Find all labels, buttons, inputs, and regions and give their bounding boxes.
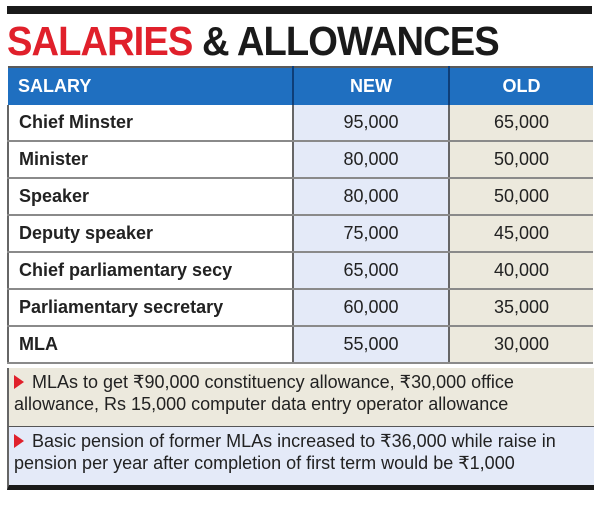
table-row: Chief Minster 95,000 65,000 xyxy=(7,105,593,142)
old-salary-cell: 65,000 xyxy=(449,105,593,142)
page-title: SALARIES & ALLOWANCES xyxy=(7,18,500,65)
note-pension: Basic pension of former MLAs increased t… xyxy=(7,427,594,490)
old-salary-cell: 50,000 xyxy=(449,178,593,216)
new-salary-cell: 80,000 xyxy=(293,178,450,216)
header-old: OLD xyxy=(449,66,593,105)
title-red: SALARIES xyxy=(7,18,193,64)
table-row: Minister 80,000 50,000 xyxy=(7,141,593,179)
table-header: SALARY NEW OLD xyxy=(8,66,593,105)
old-salary-cell: 50,000 xyxy=(449,141,593,179)
table-row: Speaker 80,000 50,000 xyxy=(7,178,593,216)
old-salary-cell: 45,000 xyxy=(449,215,593,253)
salary-table: SALARY NEW OLD Chief Minster 95,000 65,000… xyxy=(7,66,593,364)
note-text: Basic pension of former MLAs increased t… xyxy=(14,431,556,473)
old-salary-cell: 40,000 xyxy=(449,252,593,290)
top-rule xyxy=(7,6,592,14)
post-cell: MLA xyxy=(7,326,294,364)
new-salary-cell: 65,000 xyxy=(293,252,450,290)
table-row: Deputy speaker 75,000 45,000 xyxy=(7,215,593,253)
post-cell: Parliamentary secretary xyxy=(7,289,294,327)
new-salary-cell: 55,000 xyxy=(293,326,450,364)
post-cell: Chief Minster xyxy=(7,105,294,142)
old-salary-cell: 30,000 xyxy=(449,326,593,364)
note-allowances: MLAs to get ₹90,000 constituency allowan… xyxy=(7,368,594,429)
title-black: & ALLOWANCES xyxy=(202,18,500,64)
post-cell: Chief parliamentary secy xyxy=(7,252,294,290)
header-salary: SALARY xyxy=(8,66,294,105)
table-row: Parliamentary secretary 60,000 35,000 xyxy=(7,289,593,327)
post-cell: Speaker xyxy=(7,178,294,216)
note-text: MLAs to get ₹90,000 constituency allowan… xyxy=(14,372,514,414)
red-triangle-icon xyxy=(14,375,24,389)
red-triangle-icon xyxy=(14,434,24,448)
table-row: Chief parliamentary secy 65,000 40,000 xyxy=(7,252,593,290)
post-cell: Deputy speaker xyxy=(7,215,294,253)
new-salary-cell: 60,000 xyxy=(293,289,450,327)
post-cell: Minister xyxy=(7,141,294,179)
header-new: NEW xyxy=(293,66,450,105)
new-salary-cell: 80,000 xyxy=(293,141,450,179)
new-salary-cell: 75,000 xyxy=(293,215,450,253)
table-row: MLA 55,000 30,000 xyxy=(7,326,593,364)
new-salary-cell: 95,000 xyxy=(293,105,450,142)
old-salary-cell: 35,000 xyxy=(449,289,593,327)
